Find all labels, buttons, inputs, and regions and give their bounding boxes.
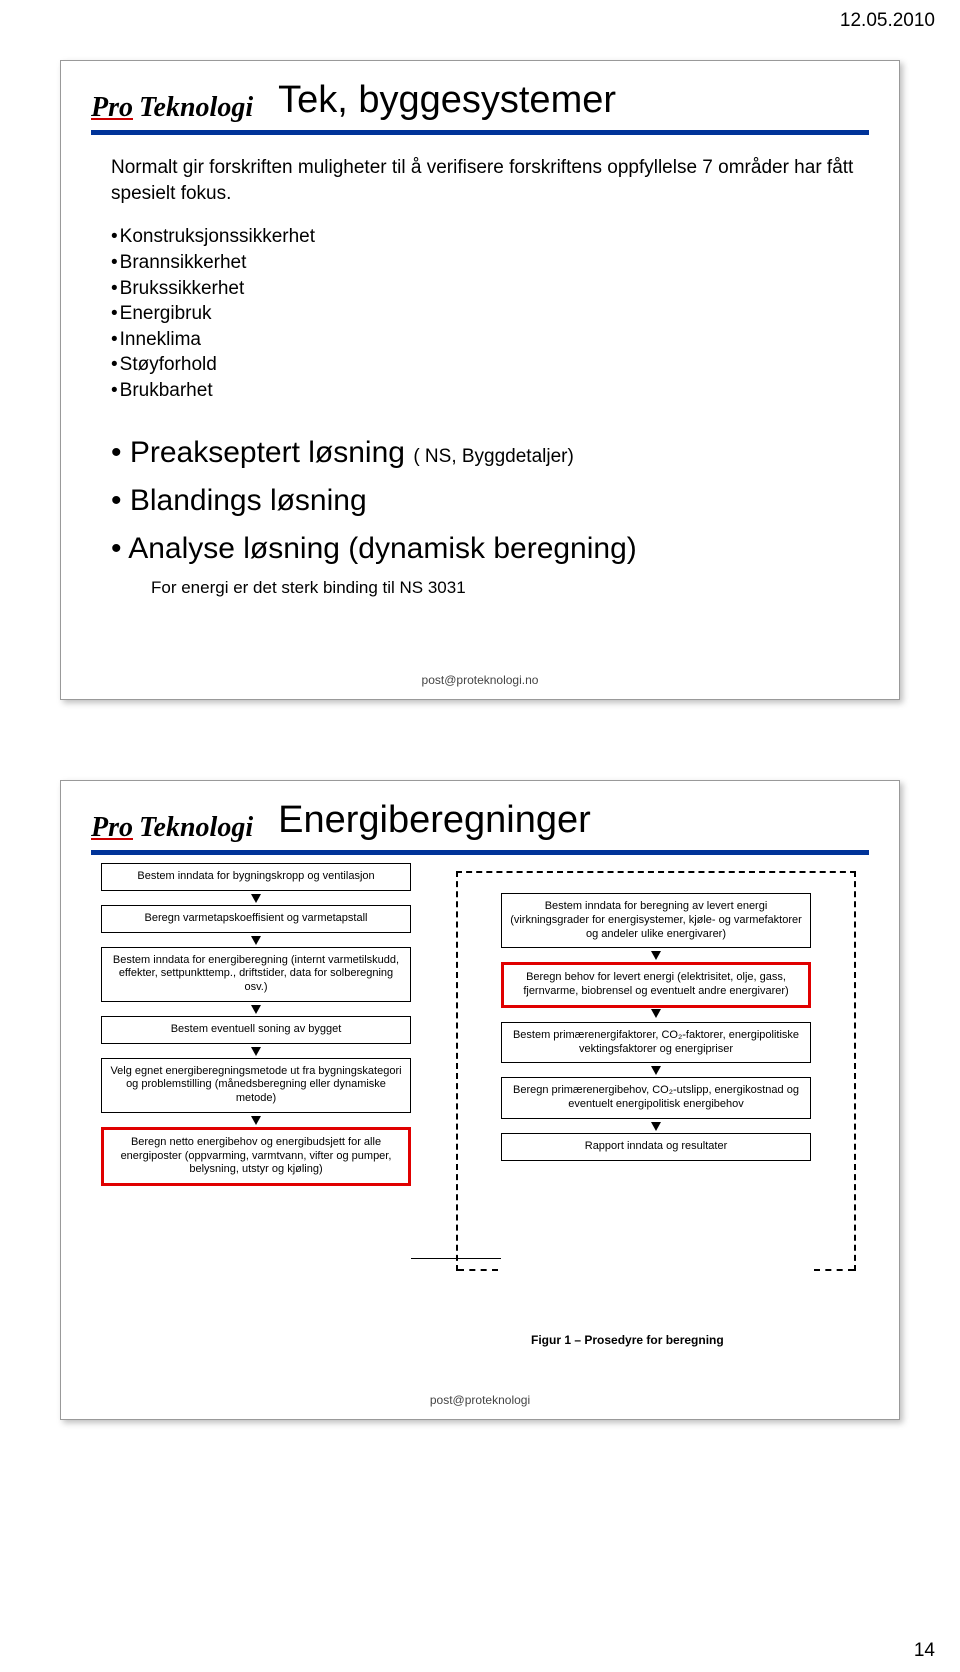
slide-header: Pro Teknologi Energiberegninger <box>61 781 899 844</box>
flow-box-highlight: Beregn netto energibehov og energibudsje… <box>101 1127 411 1186</box>
bullet-note: ( NS, Byggdetaljer) <box>413 446 574 467</box>
slide-title: Energiberegninger <box>278 799 591 844</box>
slide-2: Pro Teknologi Energiberegninger Bestem i… <box>60 780 900 1420</box>
list-item: Inneklima <box>111 327 859 353</box>
flow-text: Beregn primærenergibehov, CO₂-utslipp, e… <box>513 1084 799 1110</box>
flow-text: Bestem inndata for beregning av levert e… <box>510 900 802 940</box>
flow-box: Velg egnet energiberegningsmetode ut fra… <box>101 1058 411 1113</box>
arrow-down-icon <box>651 951 661 960</box>
flow-box: Bestem primærenergifaktorer, CO₂-faktore… <box>501 1022 811 1064</box>
flow-text: Beregn varmetapskoeffisient og varmetaps… <box>145 912 368 924</box>
footer-email: post@proteknologi <box>430 1393 530 1407</box>
arrow-down-icon <box>651 1122 661 1131</box>
flow-box: Bestem inndata for beregning av levert e… <box>501 893 811 948</box>
flow-left-column: Bestem inndata for bygningskropp og vent… <box>101 863 411 1186</box>
list-item: Brannsikkerhet <box>111 250 859 276</box>
small-bullet-list: Konstruksjonssikkerhet Brannsikkerhet Br… <box>111 224 859 403</box>
logo: Pro Teknologi <box>91 812 253 844</box>
sub-note: For energi er det sterk binding til NS 3… <box>151 577 859 600</box>
flow-right-column: Bestem inndata for beregning av levert e… <box>501 893 811 1161</box>
page-date: 12.05.2010 <box>840 10 935 32</box>
title-underline <box>91 850 869 855</box>
flow-text: Beregn behov for levert energi (elektris… <box>523 971 788 997</box>
flow-text: Velg egnet energiberegningsmetode ut fra… <box>110 1065 401 1105</box>
list-item: Brukssikkerhet <box>111 276 859 302</box>
flow-box-highlight: Beregn behov for levert energi (elektris… <box>501 962 811 1008</box>
list-item: Konstruksjonssikkerhet <box>111 224 859 250</box>
slide-title: Tek, byggesystemer <box>278 79 616 124</box>
big-bullet-list: Preakseptert løsning ( NS, Byggdetaljer)… <box>111 429 859 573</box>
bullet-text: Blandings løsning <box>130 484 367 517</box>
logo-tek: Teknologi <box>139 812 253 844</box>
arrow-down-icon <box>251 1116 261 1125</box>
flow-text: Bestem primærenergifaktorer, CO₂-faktore… <box>513 1029 799 1055</box>
flow-text: Bestem eventuell soning av bygget <box>171 1023 342 1035</box>
flow-box: Beregn varmetapskoeffisient og varmetaps… <box>101 905 411 933</box>
connector-line <box>411 1258 501 1259</box>
flow-box: Bestem inndata for energiberegning (inte… <box>101 947 411 1002</box>
flow-box: Beregn primærenergibehov, CO₂-utslipp, e… <box>501 1077 811 1119</box>
logo-pro: Pro <box>91 92 133 124</box>
list-item: Preakseptert løsning ( NS, Byggdetaljer) <box>111 429 859 477</box>
flow-box: Bestem eventuell soning av bygget <box>101 1016 411 1044</box>
arrow-down-icon <box>251 936 261 945</box>
list-item: Brukbarhet <box>111 378 859 404</box>
flow-text: Bestem inndata for energiberegning (inte… <box>113 954 399 994</box>
flow-box: Rapport inndata og resultater <box>501 1133 811 1161</box>
flow-box: Bestem inndata for bygningskropp og vent… <box>101 863 411 891</box>
arrow-down-icon <box>251 1047 261 1056</box>
flow-text: Beregn netto energibehov og energibudsje… <box>121 1136 392 1176</box>
arrow-down-icon <box>651 1066 661 1075</box>
list-item: Blandings løsning <box>111 477 859 525</box>
flow-text: Rapport inndata og resultater <box>585 1140 727 1152</box>
bullet-text: Analyse løsning (dynamisk beregning) <box>128 532 637 565</box>
slide-header: Pro Teknologi Tek, byggesystemer <box>61 61 899 124</box>
logo-tek: Teknologi <box>139 92 253 124</box>
figure-caption: Figur 1 – Prosedyre for beregning <box>531 1333 724 1347</box>
arrow-down-icon <box>251 1005 261 1014</box>
flow-text: Bestem inndata for bygningskropp og vent… <box>137 870 374 882</box>
footer-email: post@proteknologi.no <box>422 673 539 687</box>
bullet-text: Preakseptert løsning <box>130 436 413 469</box>
flowchart: Bestem inndata for bygningskropp og vent… <box>61 863 899 1383</box>
list-item: Støyforhold <box>111 352 859 378</box>
arrow-down-icon <box>651 1009 661 1018</box>
arrow-down-icon <box>251 894 261 903</box>
logo: Pro Teknologi <box>91 92 253 124</box>
page-number: 14 <box>914 1640 935 1662</box>
intro-text: Normalt gir forskriften muligheter til å… <box>111 155 859 206</box>
logo-pro: Pro <box>91 812 133 844</box>
slide-body: Normalt gir forskriften muligheter til å… <box>61 135 899 600</box>
slide-1: Pro Teknologi Tek, byggesystemer Normalt… <box>60 60 900 700</box>
list-item: Analyse løsning (dynamisk beregning) <box>111 525 859 573</box>
list-item: Energibruk <box>111 301 859 327</box>
